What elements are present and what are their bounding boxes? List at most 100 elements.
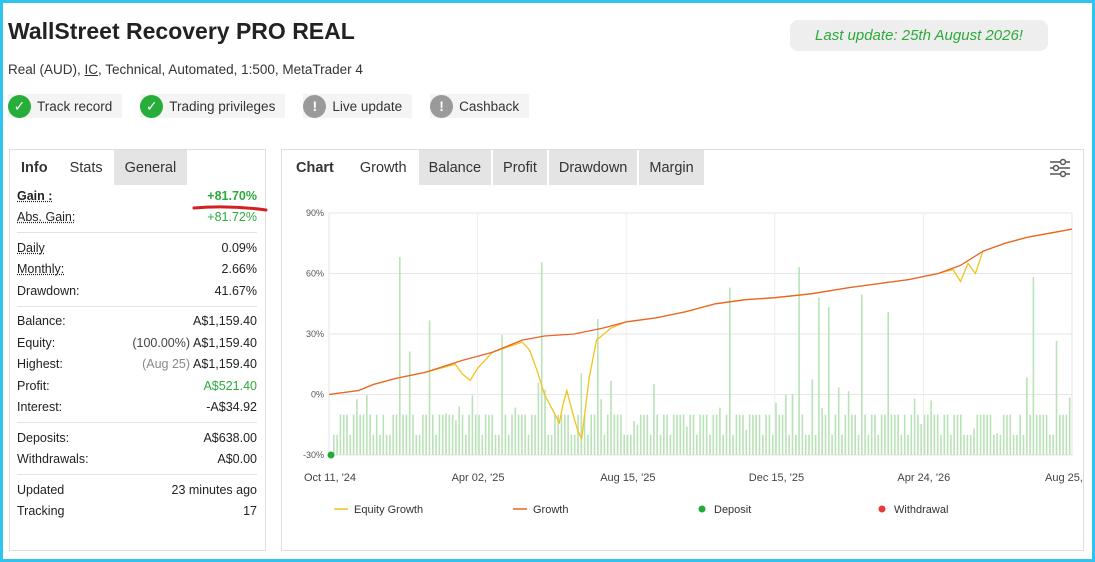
stats-tabs: Info Stats General bbox=[10, 150, 265, 185]
deposit-bar bbox=[382, 414, 385, 455]
deposit-bar bbox=[828, 307, 830, 455]
monthly-label[interactable]: Monthly: bbox=[17, 262, 65, 277]
deposit-bar bbox=[814, 434, 817, 455]
deposit-bar bbox=[752, 414, 754, 455]
deposit-bar bbox=[441, 414, 444, 455]
deposit-bar bbox=[484, 414, 487, 455]
deposit-bar bbox=[996, 433, 998, 455]
tab-margin[interactable]: Margin bbox=[639, 150, 704, 185]
withdrawals-value: A$0.00 bbox=[217, 452, 257, 467]
balance-value: A$1,159.40 bbox=[193, 314, 257, 329]
subtitle-suffix: , Technical, Automated, 1:500, MetaTrade… bbox=[98, 62, 363, 77]
stat-row-equity: Equity: (100.00%) A$1,159.40 bbox=[17, 332, 257, 354]
deposit-bar bbox=[550, 434, 553, 455]
deposit-bar bbox=[547, 434, 550, 455]
deposit-bar bbox=[375, 414, 378, 455]
deposit-bar bbox=[732, 434, 734, 455]
deposit-bar bbox=[379, 434, 381, 455]
settings-sliders-icon[interactable] bbox=[1049, 158, 1071, 178]
x-tick-label: Apr 02, '25 bbox=[452, 472, 505, 484]
tab-balance[interactable]: Balance bbox=[418, 150, 492, 185]
deposit-bar bbox=[927, 414, 929, 455]
deposit-bar bbox=[362, 414, 365, 455]
deposit-bar bbox=[686, 426, 688, 455]
deposit-bar bbox=[715, 414, 718, 455]
deposit-bar bbox=[818, 297, 820, 455]
stat-row-updated: Updated 23 minutes ago bbox=[17, 479, 257, 501]
deposit-bar bbox=[336, 434, 338, 455]
deposit-bar bbox=[501, 335, 503, 455]
deposit-bar bbox=[1068, 397, 1071, 455]
badge-label: Track record bbox=[37, 98, 113, 114]
deposit-bar bbox=[834, 414, 837, 455]
growth-chart[interactable]: 90% 60% 30% 0% -30% Oct 11, '24 Apr 02, '25 Aug… bbox=[282, 185, 1083, 550]
deposit-bar bbox=[511, 414, 513, 455]
updated-label: Updated bbox=[17, 482, 65, 497]
deposit-bar bbox=[933, 414, 936, 455]
tab-stats[interactable]: Stats bbox=[58, 150, 114, 185]
deposit-bar bbox=[333, 434, 335, 455]
deposit-bar bbox=[1052, 434, 1054, 455]
tab-info[interactable]: Info bbox=[10, 150, 59, 185]
tab-profit[interactable]: Profit bbox=[493, 150, 547, 185]
deposit-bar bbox=[900, 434, 903, 455]
deposit-bar bbox=[445, 413, 447, 455]
deposit-bar bbox=[597, 319, 599, 455]
deposit-bar bbox=[570, 434, 573, 455]
daily-label[interactable]: Daily bbox=[17, 240, 45, 255]
deposit-bar bbox=[851, 414, 853, 455]
badge-cashback[interactable]: ! Cashback bbox=[430, 94, 530, 118]
broker-link[interactable]: IC bbox=[84, 62, 99, 77]
x-tick-label: Oct 11, '24 bbox=[304, 472, 356, 484]
tab-growth[interactable]: Growth bbox=[349, 150, 417, 185]
red-underline-annotation bbox=[192, 205, 268, 212]
badge-label: Trading privileges bbox=[169, 98, 276, 114]
deposits-label: Deposits: bbox=[17, 430, 70, 445]
deposit-bar bbox=[993, 434, 995, 455]
tracking-label: Tracking bbox=[17, 504, 65, 519]
deposit-bar bbox=[745, 429, 748, 455]
deposit-bar bbox=[422, 414, 424, 455]
abs-gain-label[interactable]: Abs. Gain: bbox=[17, 210, 76, 225]
badge-trading-privileges[interactable]: ✓ Trading privileges bbox=[140, 94, 286, 118]
deposit-bar bbox=[1009, 414, 1012, 455]
deposit-bar bbox=[613, 414, 616, 455]
deposit-bar bbox=[1045, 414, 1048, 455]
deposit-bar bbox=[405, 414, 408, 455]
x-tick-label: Aug 25, '26 bbox=[1045, 472, 1083, 484]
deposit-bar bbox=[1049, 434, 1051, 455]
x-tick-label: Apr 24, '26 bbox=[897, 472, 950, 484]
highest-date: (Aug 25) bbox=[142, 357, 191, 372]
subtitle-prefix: Real (AUD), bbox=[8, 62, 85, 77]
x-tick-label: Aug 15, '25 bbox=[600, 472, 655, 484]
tab-drawdown[interactable]: Drawdown bbox=[548, 150, 638, 185]
abs-gain-value: +81.72% bbox=[207, 210, 257, 225]
deposit-bar bbox=[438, 414, 441, 455]
deposit-bar bbox=[451, 414, 454, 455]
deposit-bar bbox=[702, 414, 705, 455]
deposit-bar bbox=[653, 383, 655, 455]
stat-row-balance: Balance: A$1,159.40 bbox=[17, 311, 257, 333]
x-tick-label: Dec 15, '25 bbox=[749, 472, 804, 484]
deposit-bar bbox=[517, 414, 520, 455]
stat-row-monthly: Monthly: 2.66% bbox=[17, 259, 257, 281]
deposit-bar bbox=[712, 414, 715, 455]
badge-track-record[interactable]: ✓ Track record bbox=[8, 94, 123, 118]
tab-general[interactable]: General bbox=[113, 150, 188, 185]
deposit-bar bbox=[867, 434, 870, 455]
deposit-bar bbox=[788, 434, 790, 455]
deposit-bar bbox=[920, 424, 922, 455]
deposit-bar bbox=[973, 428, 975, 455]
growth-line bbox=[328, 228, 1073, 396]
highest-value: A$1,159.40 bbox=[193, 357, 257, 372]
deposit-bar bbox=[870, 414, 873, 455]
tab-chart[interactable]: Chart bbox=[282, 150, 348, 185]
deposit-bar bbox=[672, 414, 675, 455]
equity-growth-line bbox=[328, 228, 1073, 442]
gain-label[interactable]: Gain : bbox=[17, 188, 53, 203]
deposit-bar bbox=[389, 434, 391, 455]
deposit-bar bbox=[583, 414, 586, 455]
deposit-bar bbox=[963, 434, 965, 455]
badge-live-update[interactable]: ! Live update bbox=[303, 94, 413, 118]
stats-panel: Info Stats General Gain : +81.70% Abs. G… bbox=[9, 149, 268, 551]
